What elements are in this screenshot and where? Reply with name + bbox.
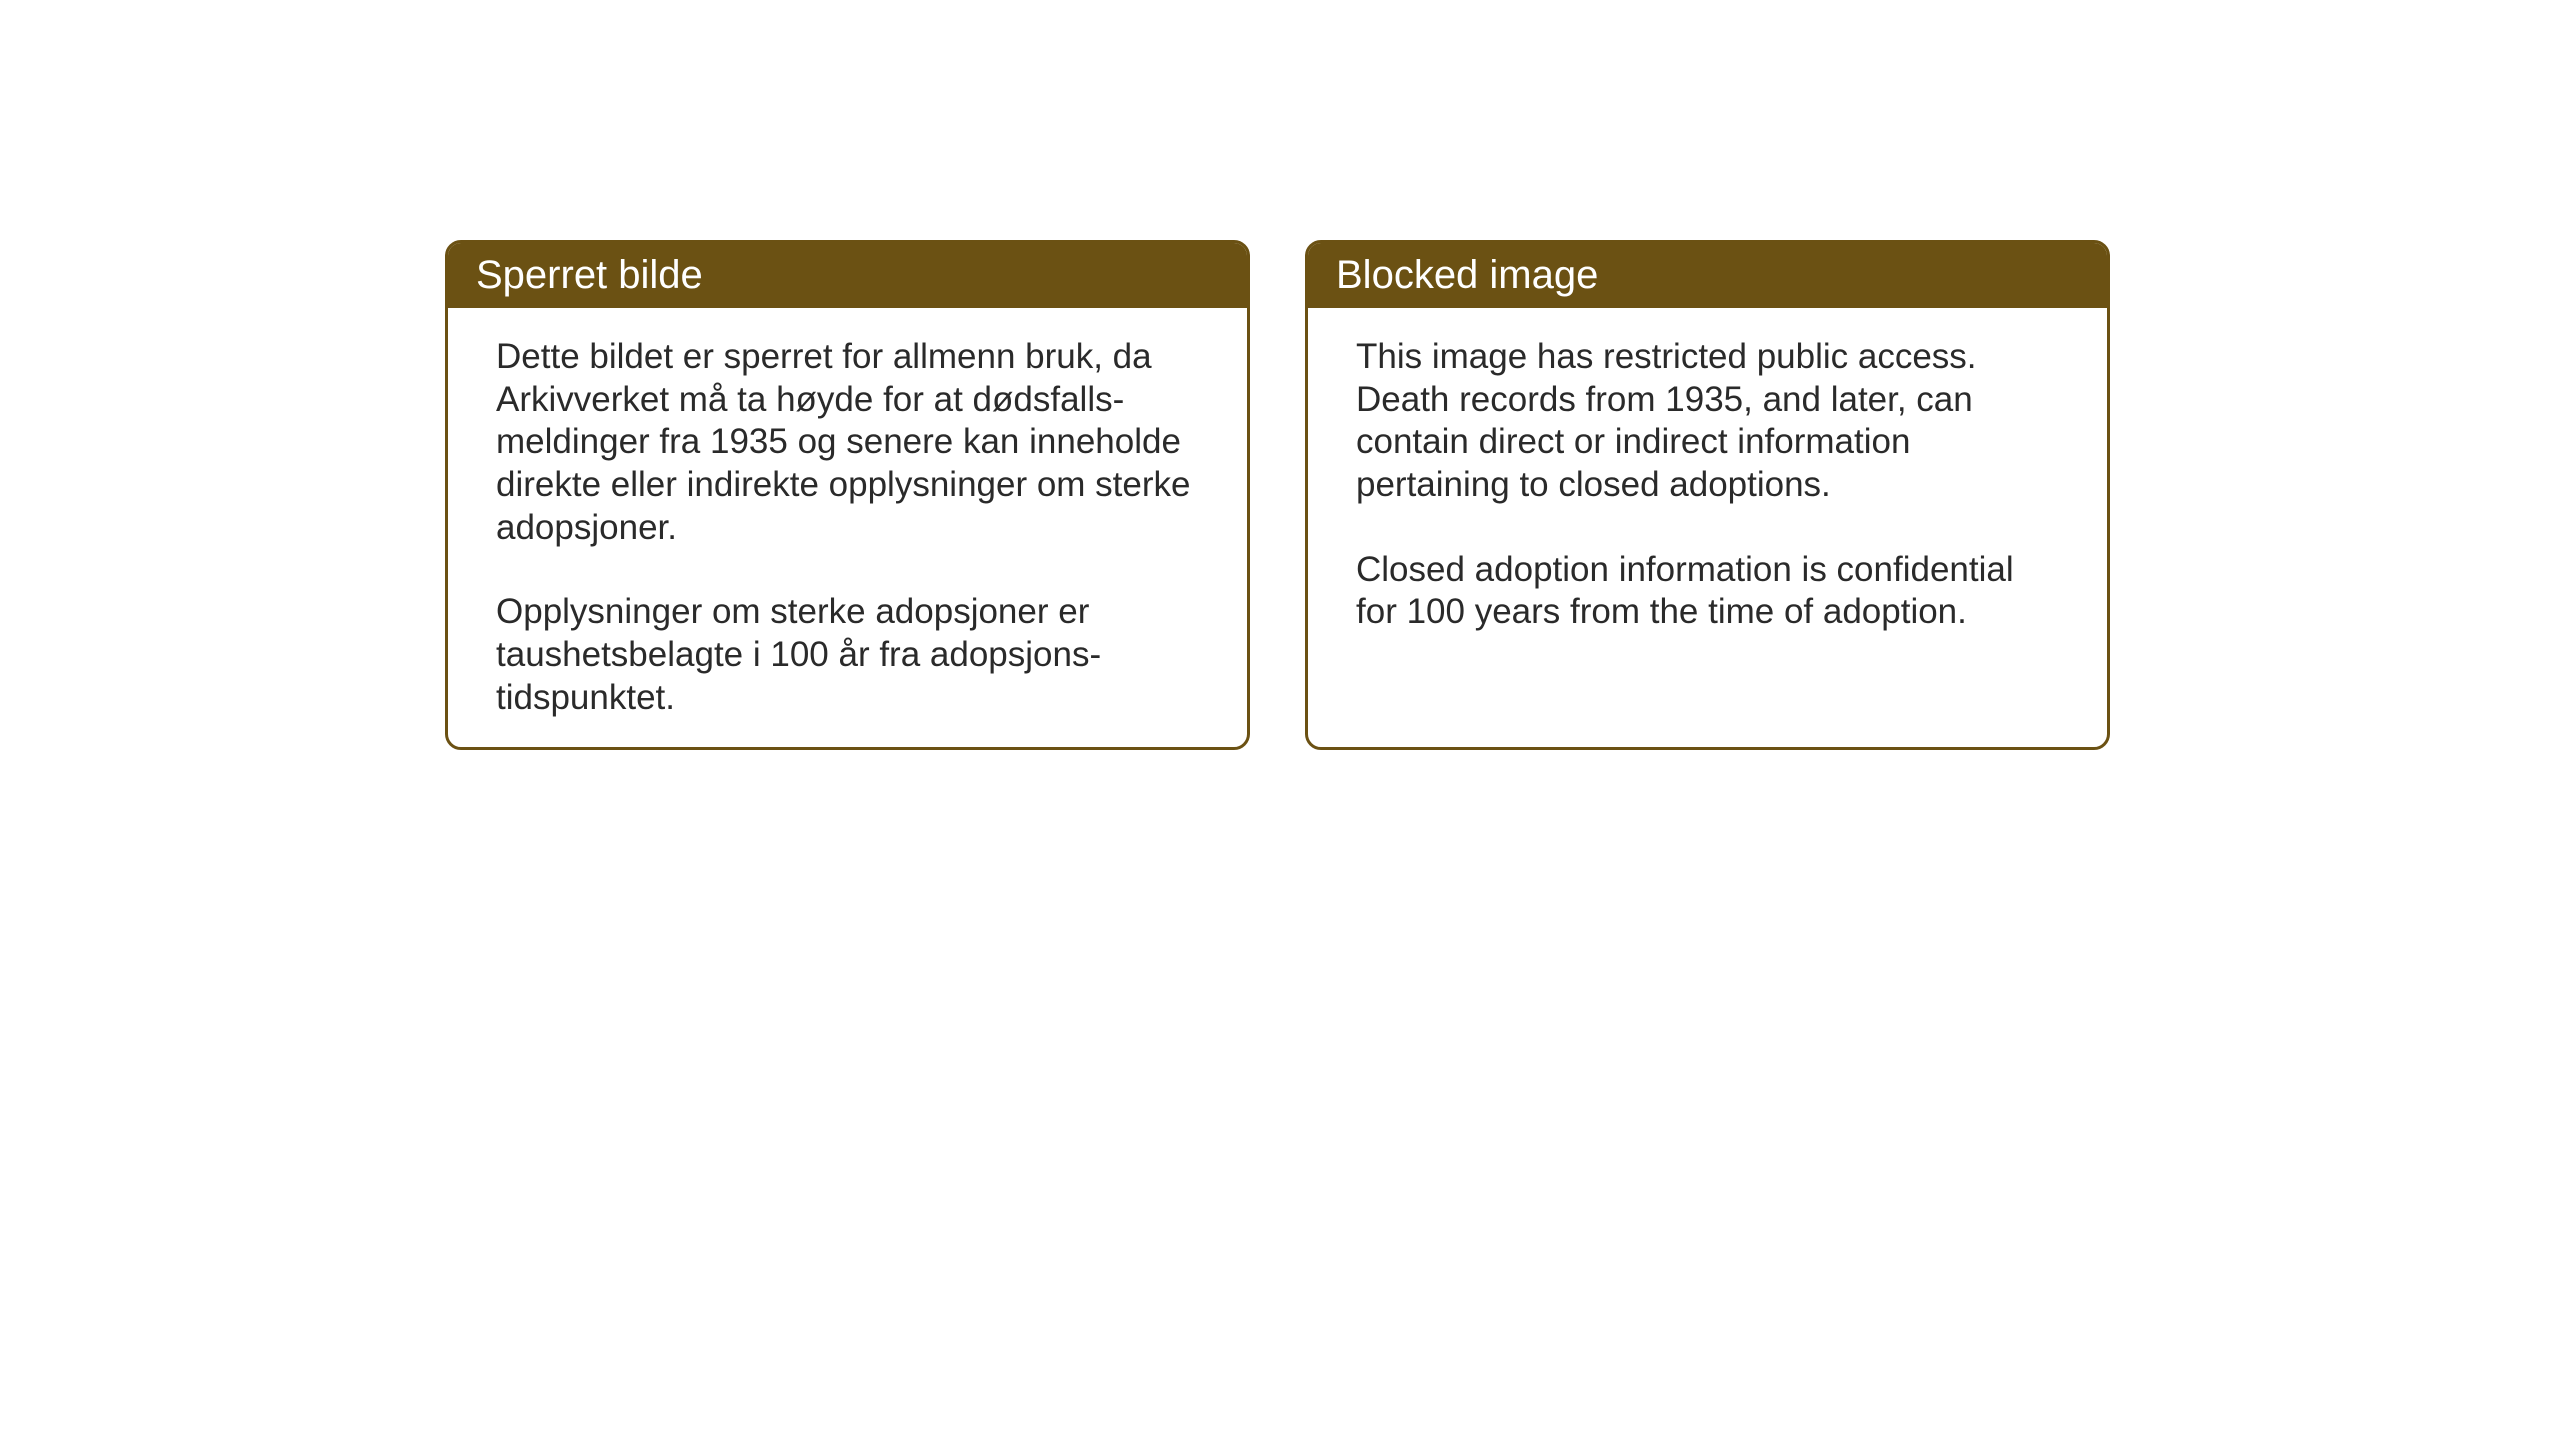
norwegian-card-title: Sperret bilde [476, 253, 703, 297]
norwegian-card-body: Dette bildet er sperret for allmenn bruk… [448, 308, 1247, 750]
norwegian-card-header: Sperret bilde [448, 243, 1247, 308]
norwegian-paragraph-2: Opplysninger om sterke adopsjoner er tau… [496, 591, 1199, 719]
english-paragraph-1: This image has restricted public access.… [1356, 336, 2059, 507]
english-card-header: Blocked image [1308, 243, 2107, 308]
norwegian-paragraph-1: Dette bildet er sperret for allmenn bruk… [496, 336, 1199, 549]
english-paragraph-2: Closed adoption information is confident… [1356, 549, 2059, 634]
english-card-body: This image has restricted public access.… [1308, 308, 2107, 674]
english-card: Blocked image This image has restricted … [1305, 240, 2110, 750]
english-card-title: Blocked image [1336, 253, 1598, 297]
cards-container: Sperret bilde Dette bildet er sperret fo… [445, 240, 2110, 750]
norwegian-card: Sperret bilde Dette bildet er sperret fo… [445, 240, 1250, 750]
